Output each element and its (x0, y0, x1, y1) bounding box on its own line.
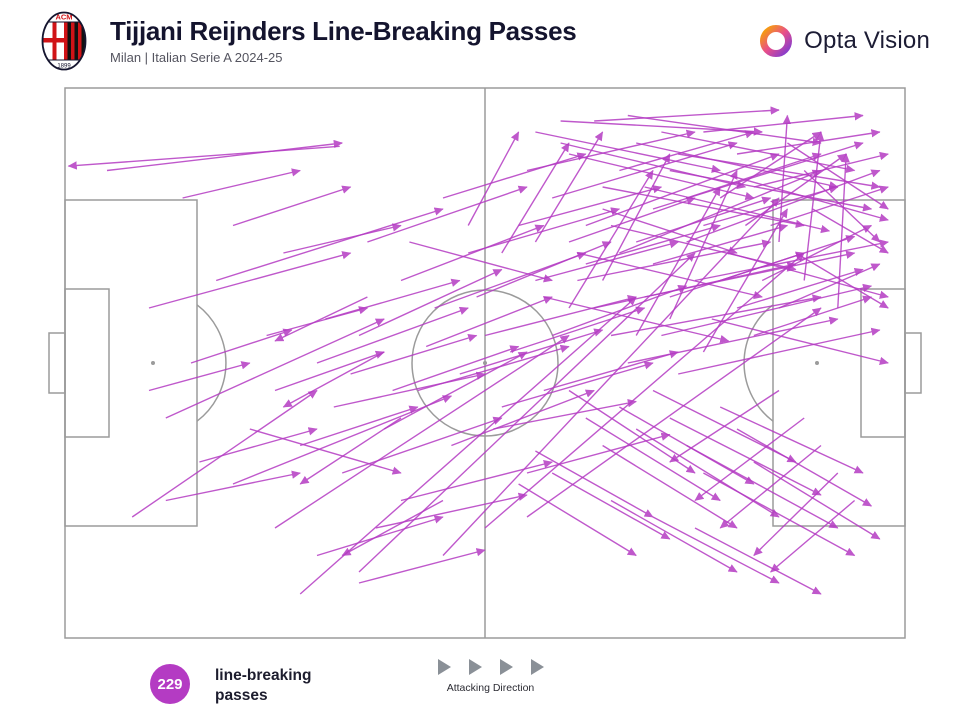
attacking-direction-icon (408, 658, 573, 675)
pass-count-label-line2: passes (215, 687, 268, 705)
pitch (48, 87, 922, 639)
pass-arrows-layer (67, 106, 889, 595)
title-block: Tijjani Reijnders Line-Breaking Passes M… (110, 16, 577, 65)
page-title: Tijjani Reijnders Line-Breaking Passes (110, 16, 577, 47)
attacking-direction: Attacking Direction (408, 658, 573, 694)
pass-count-label-line1: line-breaking (215, 667, 312, 684)
page-subtitle: Milan | Italian Serie A 2024-25 (110, 49, 283, 65)
pitch-spots (151, 361, 819, 365)
crest-year: 1899 (57, 64, 71, 70)
footer: 229 line-breaking passes Attacking Direc… (0, 654, 966, 724)
crest-initials: ACM (55, 13, 72, 22)
opta-ring-icon (760, 25, 793, 57)
header: ACM 1899 Tijjani Reijnders Line-Breaking… (40, 10, 930, 72)
opta-vision-logo: Opta Vision (757, 22, 930, 60)
pass-count-badge: 229 (150, 664, 190, 704)
attacking-direction-label: Attacking Direction (446, 682, 535, 694)
pass-count-label: line-breaking passes (215, 666, 311, 706)
opta-wordmark: Opta Vision (804, 27, 930, 54)
ac-milan-crest-icon: ACM 1899 (41, 11, 87, 71)
